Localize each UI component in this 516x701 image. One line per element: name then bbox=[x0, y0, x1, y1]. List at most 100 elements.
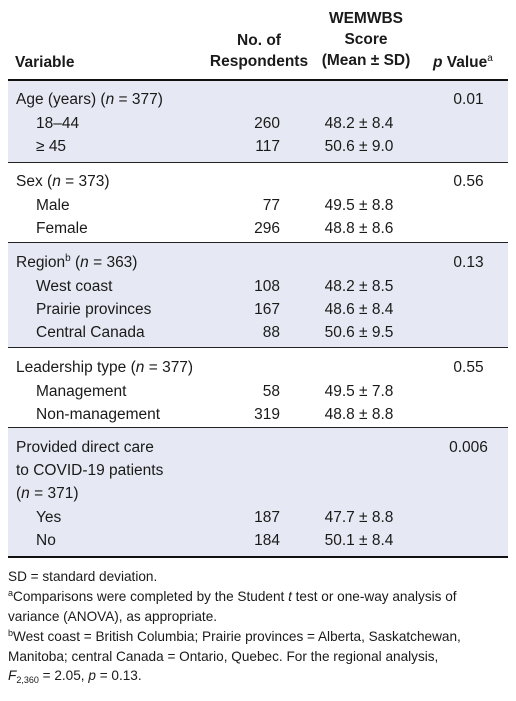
table-row: Prairie provinces 167 48.6 ± 8.4 bbox=[8, 298, 508, 321]
group-separator bbox=[8, 347, 508, 348]
header-rule bbox=[8, 79, 508, 81]
header-score: WEMWBS Score (Mean ± SD) bbox=[310, 8, 422, 71]
group-leadership: Leadership type (n = 377) 0.55 Managemen… bbox=[8, 348, 508, 428]
table-row: Female 296 48.8 ± 8.6 bbox=[8, 217, 508, 240]
table-row: No 184 50.1 ± 8.4 bbox=[8, 529, 508, 552]
row-label: Management bbox=[36, 383, 127, 400]
row-count: 58 bbox=[262, 383, 280, 400]
row-score: 50.6 ± 9.5 bbox=[324, 324, 394, 341]
footnote-sd: SD = standard deviation. bbox=[8, 569, 158, 584]
row-count: 260 bbox=[254, 115, 280, 132]
footnote-b-F: F bbox=[8, 668, 17, 683]
row-score: 50.6 ± 9.0 bbox=[324, 138, 394, 155]
row-count: 296 bbox=[254, 220, 280, 237]
table-row: West coast 108 48.2 ± 8.5 bbox=[8, 275, 508, 298]
footnote-b-line2: Manitoba; central Canada = Ontario, Queb… bbox=[8, 648, 439, 664]
row-count: 184 bbox=[254, 532, 280, 549]
header-respondents-line2: Respondents bbox=[209, 53, 309, 70]
header-respondents: No. of Respondents bbox=[207, 30, 311, 72]
footnote-b-p: p bbox=[88, 668, 96, 683]
footnote-a-post: test or one-way analysis of bbox=[291, 589, 457, 604]
header-score-line3: (Mean ± SD) bbox=[321, 52, 411, 69]
footnote-b-line1: bWest coast = British Columbia; Prairie … bbox=[8, 627, 513, 647]
group-age: Age (years) (n = 377) 0.01 18–44 260 48.… bbox=[8, 81, 508, 163]
row-count: 117 bbox=[255, 138, 280, 155]
title-post: = 377) bbox=[144, 359, 194, 376]
footnote-b-mid: = 2.05, bbox=[38, 668, 89, 683]
row-label: 18–44 bbox=[36, 115, 80, 132]
footnote-b: bWest coast = British Columbia; Prairie … bbox=[8, 627, 513, 686]
table-row: Non-management 319 48.8 ± 8.8 bbox=[8, 403, 508, 426]
row-label: Central Canada bbox=[36, 324, 145, 341]
footnote-a-marker: a bbox=[8, 588, 14, 598]
group-separator bbox=[8, 427, 508, 428]
row-count: 77 bbox=[262, 197, 280, 214]
row-score: 50.1 ± 8.4 bbox=[324, 532, 394, 549]
table-row: Central Canada 88 50.6 ± 9.5 bbox=[8, 321, 508, 344]
row-score: 48.2 ± 8.4 bbox=[324, 115, 394, 132]
title-post: = 363) bbox=[88, 254, 138, 271]
header-respondents-line1: No. of bbox=[237, 32, 281, 49]
row-count: 167 bbox=[254, 301, 280, 318]
row-score: 47.7 ± 8.8 bbox=[324, 509, 394, 526]
row-score: 48.8 ± 8.6 bbox=[324, 220, 394, 237]
group-sex-title: Sex (n = 373) bbox=[16, 170, 110, 193]
row-label: West coast bbox=[36, 278, 113, 295]
row-label: Female bbox=[36, 220, 88, 237]
group-separator bbox=[8, 242, 508, 243]
table-row: Management 58 49.5 ± 7.8 bbox=[8, 380, 508, 403]
title-post: = 371) bbox=[29, 485, 79, 502]
footnote-b-text1: West coast = British Columbia; Prairie p… bbox=[13, 629, 461, 644]
row-label: No bbox=[36, 532, 56, 549]
row-label: Male bbox=[36, 197, 70, 214]
title-pre: Region bbox=[16, 254, 66, 271]
title-n: n bbox=[135, 359, 145, 376]
title-line1: Provided direct care bbox=[16, 439, 154, 456]
table-row: 18–44 260 48.2 ± 8.4 bbox=[8, 112, 508, 135]
row-score: 49.5 ± 7.8 bbox=[324, 383, 394, 400]
table-row: Male 77 49.5 ± 8.8 bbox=[8, 194, 508, 217]
title-line3: (n = 371) bbox=[16, 482, 163, 505]
header-pvalue: p Valuea bbox=[433, 52, 493, 73]
footnote-a-line1: aComparisons were completed by the Stude… bbox=[8, 587, 513, 607]
header-pvalue-p: p bbox=[433, 54, 443, 71]
footnote-a-pre: Comparisons were completed by the Studen… bbox=[13, 589, 289, 604]
footnote-b-F-sub: 2,360 bbox=[16, 675, 39, 685]
row-label: Non-management bbox=[36, 406, 161, 423]
title-footnote-marker: b bbox=[65, 253, 71, 264]
title-n: n bbox=[80, 254, 89, 271]
group-region-pvalue: 0.13 bbox=[453, 254, 484, 271]
title-pre: ( bbox=[16, 485, 22, 502]
group-direct-care-pvalue: 0.006 bbox=[449, 439, 488, 456]
bottom-rule bbox=[8, 556, 508, 558]
group-region: Regionb (n = 363) 0.13 West coast 108 48… bbox=[8, 243, 508, 348]
group-leadership-pvalue: 0.55 bbox=[453, 359, 484, 376]
group-sex: Sex (n = 373) 0.56 Male 77 49.5 ± 8.8 Fe… bbox=[8, 163, 508, 243]
row-score: 49.5 ± 8.8 bbox=[324, 197, 394, 214]
title-pre2: ( bbox=[70, 254, 81, 271]
group-leadership-title: Leadership type (n = 377) bbox=[16, 356, 193, 379]
title-pre: Age (years) ( bbox=[16, 91, 106, 108]
footnote-b-marker: b bbox=[8, 628, 14, 638]
row-label: ≥ 45 bbox=[36, 138, 67, 155]
title-n: n bbox=[105, 91, 115, 108]
row-score: 48.8 ± 8.8 bbox=[324, 406, 394, 423]
header-score-line2: Score bbox=[344, 31, 388, 48]
row-count: 88 bbox=[262, 324, 280, 341]
group-direct-care-title: Provided direct care to COVID-19 patient… bbox=[16, 436, 163, 505]
title-line2: to COVID-19 patients bbox=[16, 462, 164, 479]
group-region-title: Regionb (n = 363) bbox=[16, 251, 137, 274]
footnote-a-t: t bbox=[288, 589, 292, 604]
title-pre: Leadership type ( bbox=[16, 359, 136, 376]
group-separator bbox=[8, 162, 508, 163]
header-score-line1: WEMWBS bbox=[328, 10, 404, 27]
table-row: ≥ 45 117 50.6 ± 9.0 bbox=[8, 135, 508, 158]
footnote-a: aComparisons were completed by the Stude… bbox=[8, 587, 513, 626]
header-variable: Variable bbox=[15, 54, 75, 71]
footnote-a-line2: variance (ANOVA), as appropriate. bbox=[8, 608, 218, 624]
title-post: = 377) bbox=[114, 91, 163, 108]
group-sex-pvalue: 0.56 bbox=[453, 173, 484, 190]
footnote-b-end: = 0.13. bbox=[95, 668, 142, 683]
row-label: Yes bbox=[36, 509, 62, 526]
